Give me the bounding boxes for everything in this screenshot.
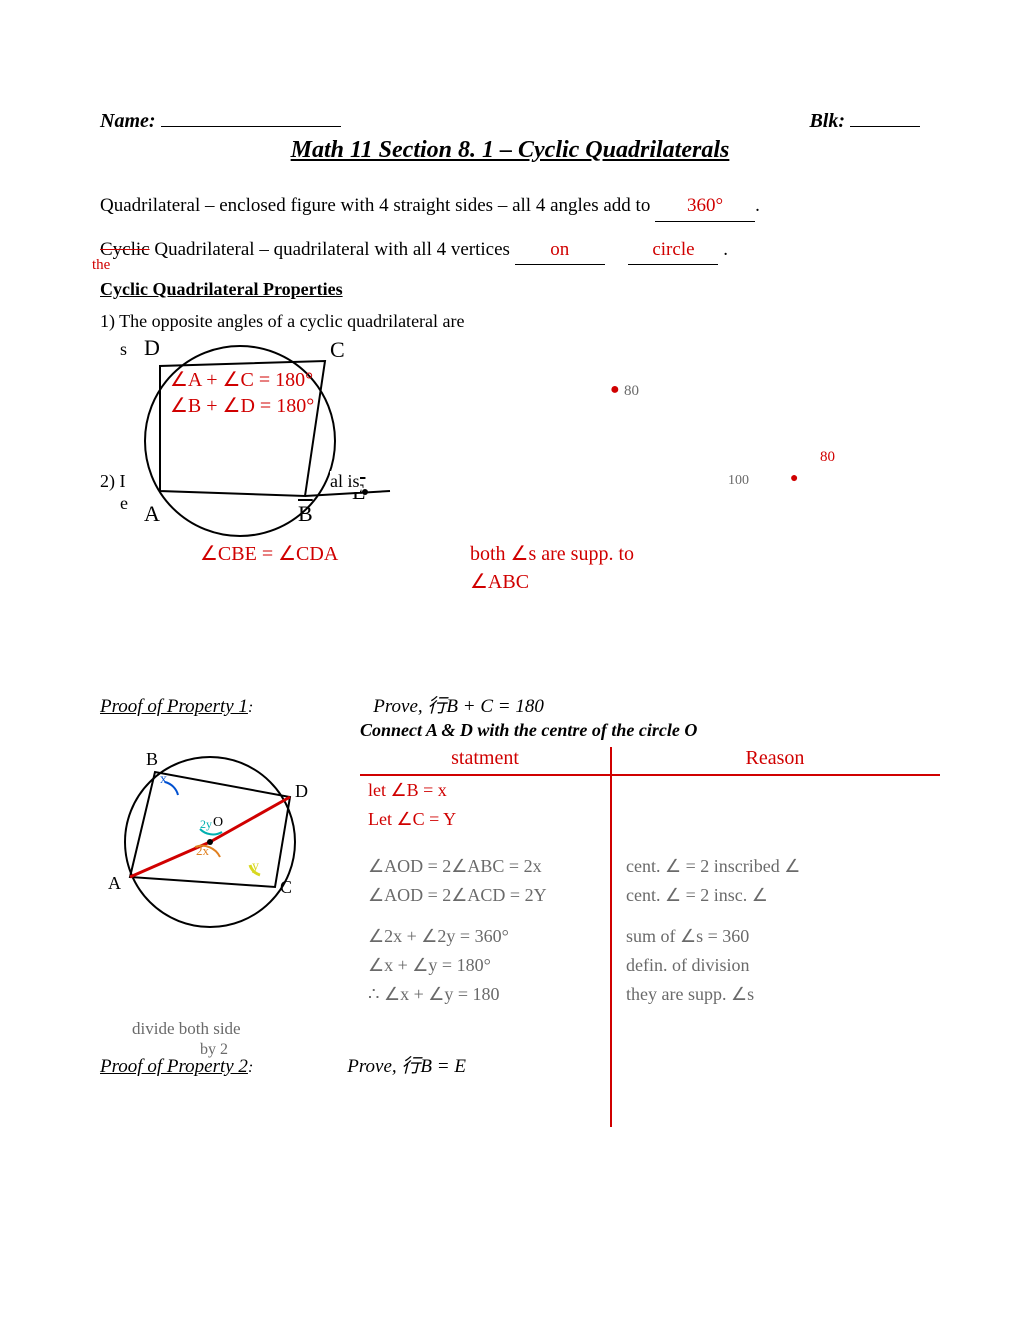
connect-instruction: Connect A & D with the centre of the cir… — [360, 720, 920, 741]
name-label: Name: — [100, 110, 341, 133]
header-row: Name: Blk: — [100, 110, 920, 133]
proof-1-header: Proof of Property 1: Prove, 行B + C = 180 — [100, 691, 920, 718]
properties-heading: Cyclic Quadrilateral Properties — [100, 279, 920, 300]
page-title: Math 11 Section 8. 1 – Cyclic Quadrilate… — [100, 137, 920, 164]
proof-circle-svg — [100, 747, 330, 937]
cyclic-definition: Cyclic Quadrilateral – quadrilateral wit… — [100, 236, 920, 266]
diagram-1: s D C A B E ∠A + ∠C = 180° ∠B + ∠D = 180… — [100, 341, 920, 601]
proof-1-body: B D A C O x y 2x 2y statment Reason let … — [100, 747, 920, 1147]
quad-definition: Quadrilateral – enclosed figure with 4 s… — [100, 192, 920, 222]
proof-2-header: Proof of Property 2: Prove, 行B = E — [100, 1051, 466, 1078]
circle-quad-svg — [110, 331, 450, 551]
the-annotation: the — [92, 254, 110, 277]
blk-label: Blk: — [809, 110, 920, 133]
worksheet-page: Name: Blk: Math 11 Section 8. 1 – Cyclic… — [0, 0, 1020, 1187]
tchart-header: statment Reason — [360, 747, 940, 776]
